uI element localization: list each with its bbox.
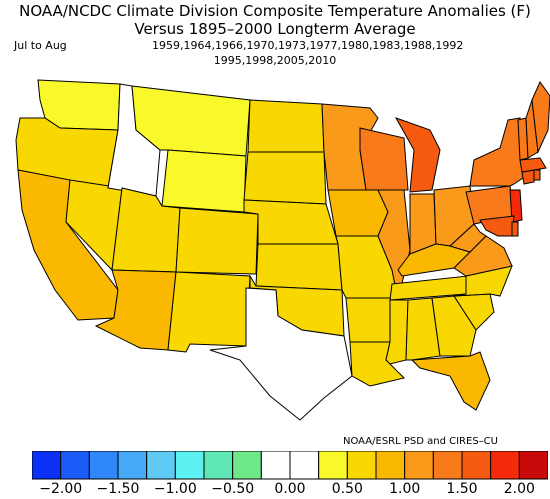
region-new-jersey <box>509 189 523 223</box>
colorbar-cell <box>404 451 434 480</box>
region-new-mexico <box>167 271 251 353</box>
region-delaware <box>511 221 519 237</box>
region-nebraska <box>243 199 339 245</box>
map-subtitle: Versus 1895–2000 Longterm Average <box>134 20 416 38</box>
colorbar-cell <box>88 451 119 480</box>
colorbar-cell <box>117 451 148 480</box>
colorbar-tick-label: 1.00 <box>389 481 421 497</box>
color-scale-bar <box>32 451 548 480</box>
colorbar-tick-label: −1.50 <box>96 481 140 497</box>
region-georgia <box>431 295 477 357</box>
colorbar-cell <box>32 451 62 480</box>
colorbar-tick-label: −0.50 <box>211 481 255 497</box>
colorbar-cell <box>518 451 548 480</box>
us-climate-division-map <box>15 79 550 421</box>
region-alabama <box>405 297 441 361</box>
colorbar-cell <box>174 451 205 480</box>
years-line-1: 1959,1964,1966,1970,1973,1977,1980,1983,… <box>152 39 464 52</box>
period-label: Jul to Aug <box>14 39 67 52</box>
region-rhode-island <box>533 169 541 181</box>
colorbar-cell <box>375 451 406 480</box>
region-arkansas <box>345 297 393 343</box>
colorbar-cell <box>146 451 176 480</box>
colorbar-cell <box>490 451 520 480</box>
colorbar-cell <box>60 451 90 480</box>
colorbar-cell <box>346 451 377 480</box>
credit-text: NOAA/ESRL PSD and CIRES–CU <box>343 436 498 447</box>
region-texas <box>209 287 353 421</box>
map-title: NOAA/NCDC Climate Division Composite Tem… <box>19 2 531 20</box>
colorbar-cell <box>203 451 234 480</box>
region-michigan <box>394 117 441 193</box>
colorbar-cell <box>289 451 320 480</box>
colorbar-cell <box>432 451 463 480</box>
colorbar-cell <box>260 451 291 480</box>
region-wyoming <box>161 149 247 213</box>
region-iowa <box>327 189 389 237</box>
region-maryland <box>479 215 515 237</box>
region-kansas <box>255 243 343 291</box>
years-line-2: 1995,1998,2005,2010 <box>213 54 337 67</box>
colorbar-tick-label: 0.00 <box>274 481 306 497</box>
colorbar-tick-label: −2.00 <box>39 481 83 497</box>
region-west-virginia <box>449 223 487 253</box>
region-south-dakota <box>243 151 327 205</box>
colorbar-tick-label: −1.00 <box>153 481 197 497</box>
region-colorado <box>175 207 259 275</box>
region-maine <box>531 80 550 154</box>
region-florida <box>410 351 491 411</box>
colorbar-cell <box>232 451 262 480</box>
region-north-dakota <box>247 99 325 153</box>
colorbar-cell <box>461 451 492 480</box>
colorbar-tick-label: 1.50 <box>446 481 478 497</box>
colorbar-cell <box>318 451 348 480</box>
colorbar-tick-label: 0.50 <box>331 481 363 497</box>
region-wisconsin <box>359 127 409 191</box>
colorbar-tick-label: 2.00 <box>503 481 535 497</box>
region-new-york <box>469 117 527 187</box>
region-massachusetts <box>519 157 547 173</box>
